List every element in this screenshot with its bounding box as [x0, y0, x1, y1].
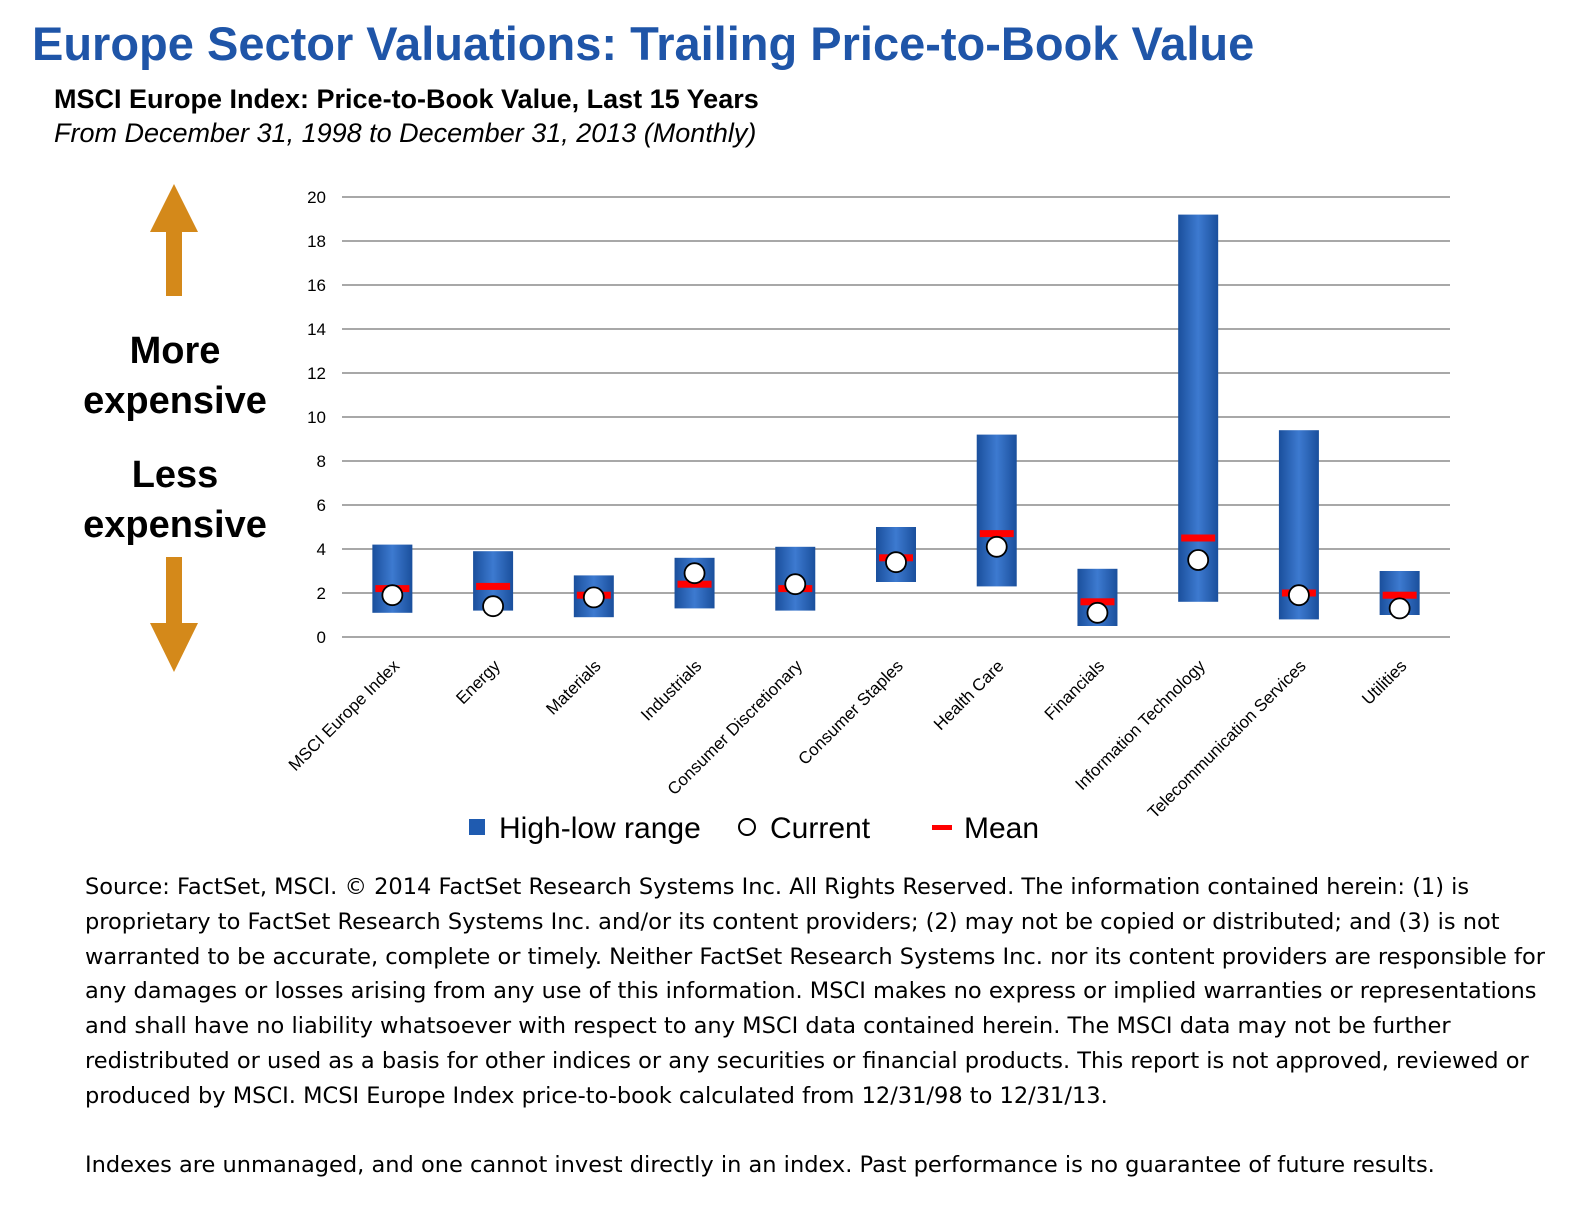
- legend-current-marker: [738, 818, 756, 836]
- x-tick-label: MSCI Europe Index: [285, 656, 404, 775]
- y-tick-label: 4: [317, 540, 326, 559]
- current-marker: [784, 573, 807, 596]
- mean-mark: [1181, 534, 1216, 542]
- legend-range-swatch: [469, 819, 485, 835]
- current-marker: [1288, 584, 1310, 607]
- less-expensive-label: Less expensive: [60, 450, 290, 550]
- footnote: Source: FactSet, MSCI. © 2014 FactSet Re…: [85, 870, 1565, 1182]
- y-tick-label: 16: [307, 276, 326, 295]
- y-tick-label: 20: [307, 188, 326, 207]
- mean-mark: [1080, 598, 1115, 606]
- y-tick-label: 2: [317, 584, 326, 603]
- current-markers: [381, 535, 1411, 624]
- x-tick-label: Telecommunication Services: [1144, 656, 1310, 822]
- legend-mean-label: Mean: [964, 812, 1039, 845]
- y-axis-ticks: 0 2 4 6 8 10 12 14 16 18 20: [307, 188, 326, 647]
- less-expensive-line-2: expensive: [83, 504, 267, 546]
- y-tick-label: 10: [307, 408, 326, 427]
- current-marker: [582, 586, 605, 609]
- disclaimer-note: Indexes are unmanaged, and one cannot in…: [85, 1151, 1435, 1178]
- more-expensive-label: More expensive: [60, 326, 290, 426]
- y-tick-label: 6: [317, 496, 326, 515]
- x-tick-label: Energy: [452, 656, 504, 708]
- x-tick-label: Industrials: [637, 656, 705, 724]
- current-marker: [482, 595, 504, 618]
- mean-mark: [1382, 591, 1417, 599]
- y-tick-label: 14: [307, 320, 326, 339]
- mean-mark: [476, 582, 511, 590]
- x-tick-label: Utilities: [1358, 656, 1410, 708]
- current-marker: [885, 551, 907, 574]
- current-marker: [985, 535, 1008, 558]
- current-marker: [1086, 601, 1109, 624]
- legend-current-label: Current: [770, 812, 871, 845]
- x-tick-label: Health Care: [930, 656, 1008, 734]
- chart: 0 2 4 6 8 10 12 14 16 18 20 MSCI Europe Index Energ…: [285, 188, 1450, 845]
- page-title: Europe Sector Valuations: Trailing Price…: [32, 17, 1255, 70]
- current-marker: [1388, 597, 1411, 620]
- more-expensive-line-2: expensive: [83, 380, 267, 422]
- x-tick-label: Materials: [542, 656, 604, 718]
- mean-mark: [979, 530, 1014, 538]
- range-bar: [1178, 214, 1219, 602]
- chart-period: From December 31, 1998 to December 31, 2…: [54, 118, 757, 148]
- x-tick-label: Financials: [1041, 656, 1109, 724]
- range-bar: [976, 434, 1017, 587]
- less-expensive-line-1: Less: [131, 454, 219, 496]
- gridlines: [342, 196, 1450, 638]
- current-marker: [381, 584, 404, 607]
- mean-mark: [677, 580, 712, 588]
- y-tick-label: 8: [317, 452, 326, 471]
- y-tick-label: 18: [307, 232, 326, 251]
- arrow-down-icon: [150, 557, 198, 672]
- source-note: Source: FactSet, MSCI. © 2014 FactSet Re…: [85, 874, 1545, 1109]
- chart-legend: High-low range Current Mean: [469, 812, 1039, 845]
- current-marker: [683, 562, 706, 585]
- legend-range-label: High-low range: [499, 812, 701, 845]
- x-axis-labels: MSCI Europe Index Energy Materials Industri…: [285, 656, 1411, 822]
- y-tick-label: 12: [307, 364, 326, 383]
- y-tick-label: 0: [317, 628, 326, 647]
- x-tick-label: Consumer Staples: [795, 656, 907, 768]
- more-expensive-line-1: More: [129, 330, 221, 372]
- legend-mean-dash: [932, 825, 952, 830]
- chart-subtitle: MSCI Europe Index: Price-to-Book Value, …: [54, 84, 759, 114]
- current-marker: [1187, 549, 1210, 571]
- arrow-up-icon: [150, 184, 198, 296]
